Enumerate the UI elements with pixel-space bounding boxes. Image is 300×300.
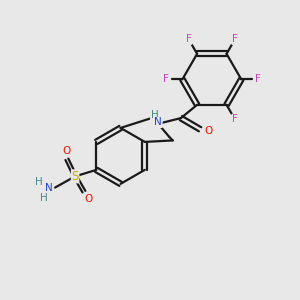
Text: O: O [63,146,71,156]
Text: O: O [84,194,92,204]
Text: S: S [71,170,79,183]
Text: F: F [232,114,238,124]
Text: F: F [232,34,238,44]
Text: F: F [255,74,261,84]
Text: H: H [40,193,48,203]
Text: N: N [154,118,162,128]
Text: H: H [35,177,43,187]
Text: N: N [45,183,52,193]
Text: O: O [204,126,212,136]
Text: F: F [163,74,169,84]
Text: F: F [186,34,192,44]
Text: H: H [151,110,158,120]
